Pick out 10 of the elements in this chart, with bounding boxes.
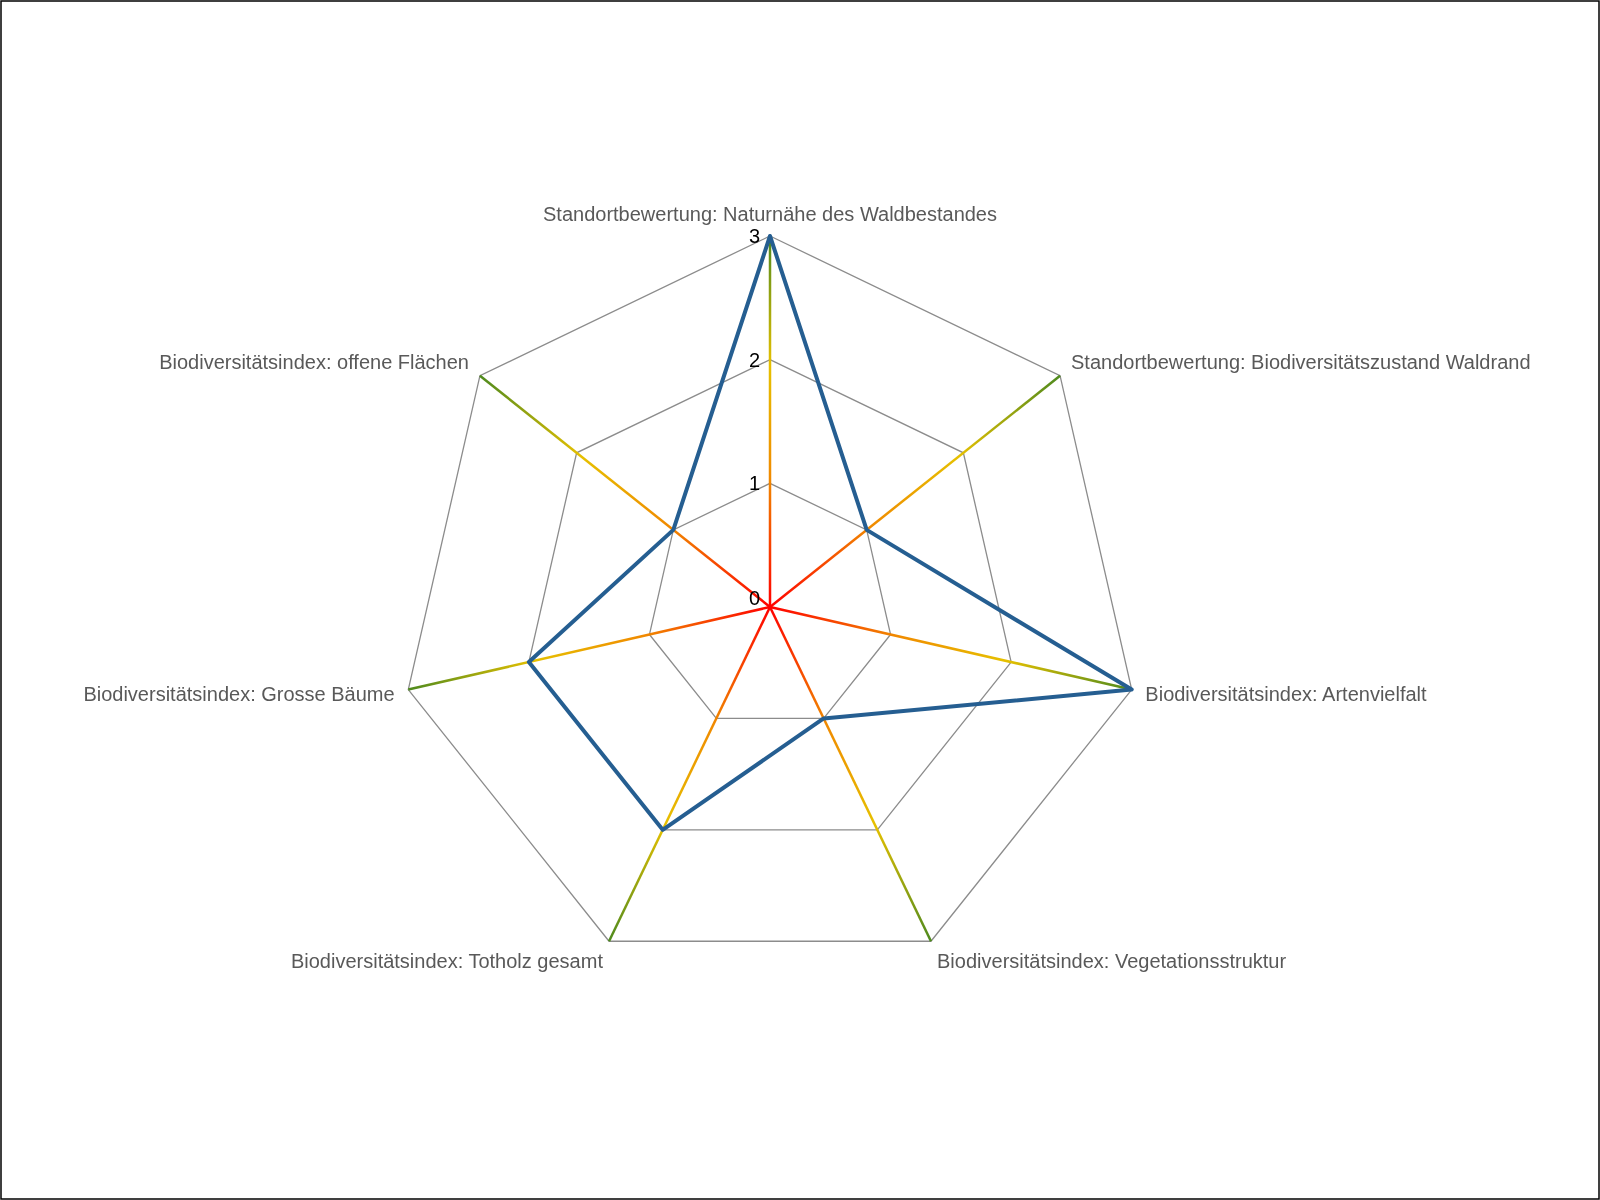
spoke-label: Biodiversitätsindex: Grosse Bäume bbox=[83, 683, 395, 706]
y-tick-label: 1 bbox=[748, 472, 760, 495]
spoke-label: Biodiversitätsindex: Vegetationsstruktur bbox=[937, 950, 1287, 973]
spoke-label: Standortbewertung: Naturnähe des Waldbestandes bbox=[543, 203, 997, 225]
spoke-label: Biodiversitätsindex: Totholz gesamt bbox=[290, 950, 604, 973]
y-tick-label: 2 bbox=[748, 348, 760, 371]
spoke-label: Standortbewertung: Biodiversitätszustand Waldrand bbox=[1071, 350, 1531, 373]
spoke-label: Biodiversitätsindex: offene Flächen bbox=[159, 350, 469, 373]
y-tick-label: 3 bbox=[748, 225, 760, 247]
spoke-label: Biodiversitätsindex: Artenvielfalt bbox=[1145, 683, 1428, 706]
